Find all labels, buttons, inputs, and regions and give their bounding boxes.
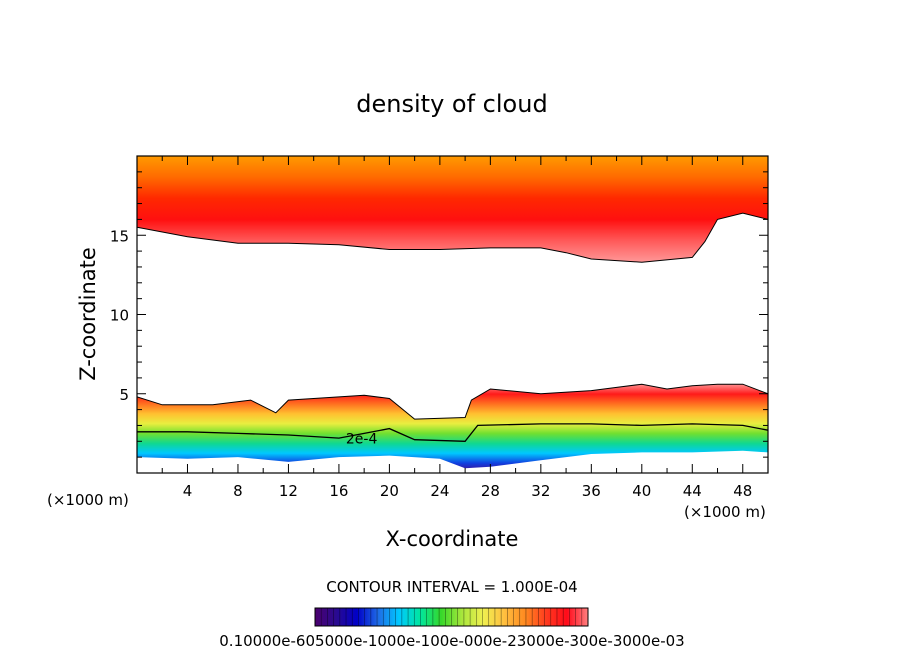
x-tick-label: 32 <box>531 482 550 500</box>
x-tick-label: 4 <box>183 482 193 500</box>
lower-cloud-layer <box>137 384 768 473</box>
x-tick-label: 12 <box>279 482 298 500</box>
contour-label: 2e-4 <box>346 432 378 448</box>
plot-area <box>137 156 768 473</box>
x-tick-label: 16 <box>329 482 348 500</box>
contour-interval-text: CONTOUR INTERVAL = 1.000E-04 <box>326 578 577 596</box>
x-tick-label: 8 <box>233 482 243 500</box>
chart-title: density of cloud <box>356 90 547 118</box>
y-tick-label: 15 <box>110 227 129 245</box>
cloud-base-gap <box>137 450 768 473</box>
x-unit-label-right: (×1000 m) <box>684 503 766 521</box>
lower-layer-top-contour <box>137 383 768 420</box>
x-tick-label: 40 <box>632 482 651 500</box>
x-tick-label: 44 <box>683 482 702 500</box>
x-tick-label: 28 <box>481 482 500 500</box>
y-axis-label: Z-coordinate <box>76 247 100 381</box>
y-tick-label: 10 <box>110 307 129 325</box>
contour-2e-4 <box>137 423 768 442</box>
x-unit-label-left: (×1000 m) <box>47 491 129 509</box>
x-tick-label: 36 <box>582 482 601 500</box>
colorbar-labels: 0.10000e-605000e-1000e-100e-000e-23000e-… <box>219 632 684 650</box>
y-tick-label: 5 <box>119 386 129 404</box>
x-tick-label: 24 <box>430 482 449 500</box>
colorbar-ticks <box>320 608 583 626</box>
upper-layer-contour <box>137 212 768 263</box>
upper-cloud-layer <box>137 156 768 263</box>
x-axis-label: X-coordinate <box>386 527 519 551</box>
x-tick-label: 20 <box>380 482 399 500</box>
x-tick-label: 48 <box>733 482 752 500</box>
